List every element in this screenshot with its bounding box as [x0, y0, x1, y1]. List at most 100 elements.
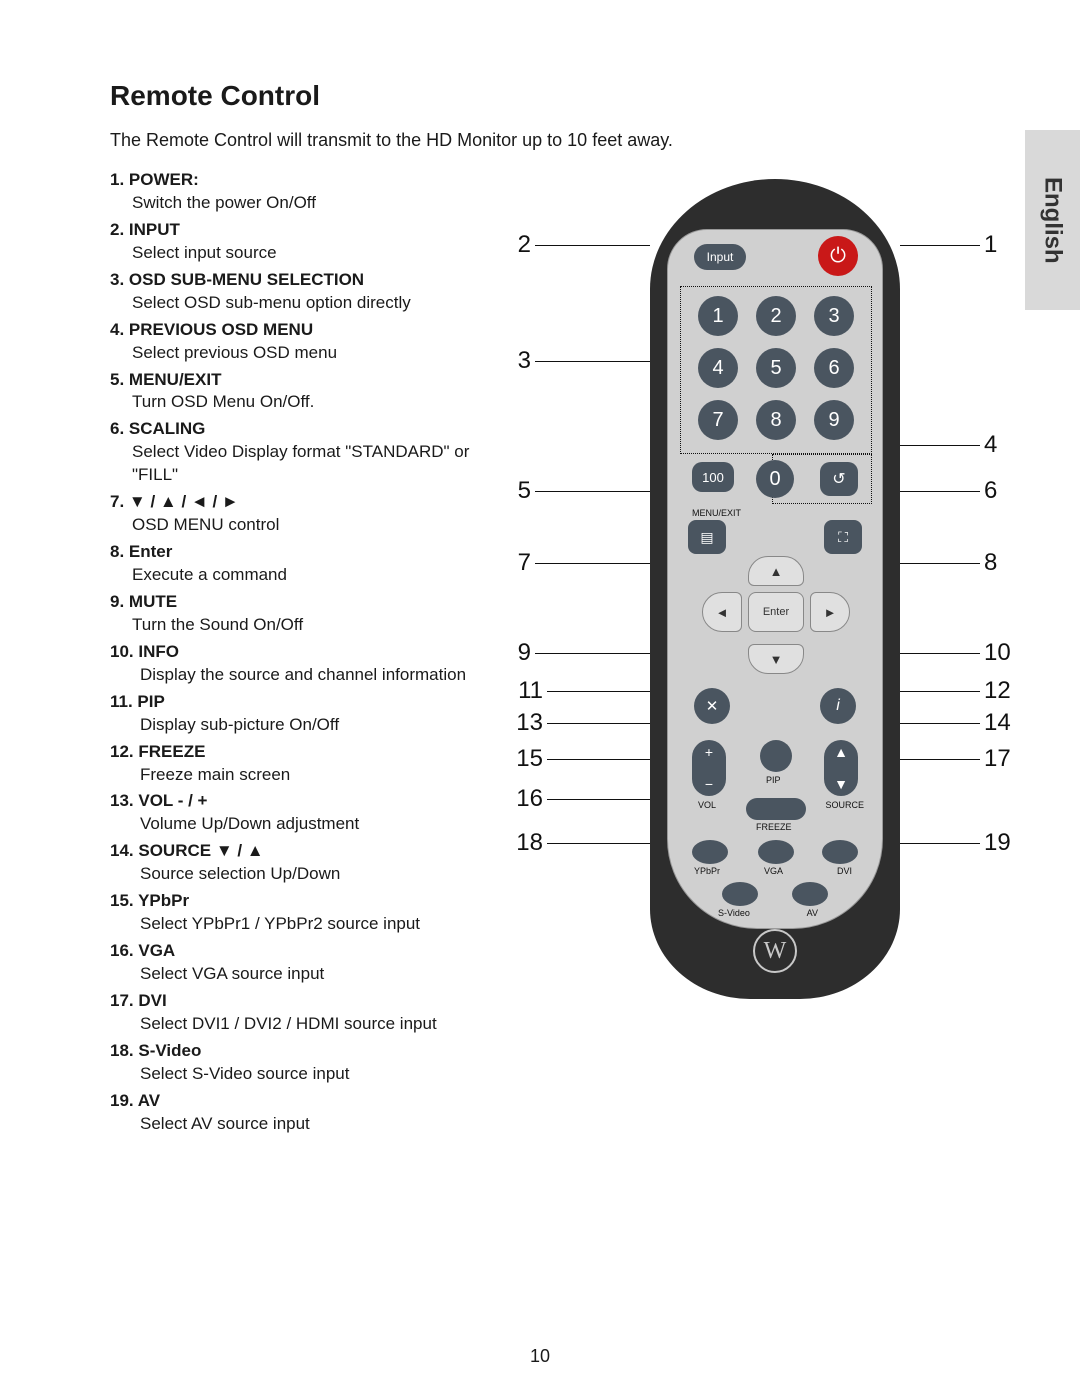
page-title: Remote Control — [110, 80, 1000, 112]
language-tab: English — [1025, 130, 1080, 310]
menu-button: ▤ — [688, 520, 726, 554]
callout-1: 1 — [900, 231, 1020, 259]
feature-item: 4. PREVIOUS OSD MENUSelect previous OSD … — [110, 319, 490, 365]
item-desc: Select S-Video source input — [110, 1063, 490, 1086]
ypbpr-button — [692, 840, 728, 864]
power-button: ⏻ — [818, 236, 858, 276]
item-title: INFO — [138, 642, 179, 661]
feature-item: 10. INFODisplay the source and channel i… — [110, 641, 490, 687]
item-title: AV — [138, 1091, 160, 1110]
item-title: DVI — [138, 991, 166, 1010]
enter-button: Enter — [748, 592, 804, 632]
item-title: OSD SUB-MENU SELECTION — [129, 270, 364, 289]
item-number: 12. — [110, 742, 138, 761]
hundred-button: 100 — [692, 462, 734, 492]
item-number: 11. — [110, 692, 137, 711]
vga-label: VGA — [764, 866, 783, 876]
item-number: 8. — [110, 542, 129, 561]
item-number: 5. — [110, 370, 129, 389]
vga-button — [758, 840, 794, 864]
dpad-right: ► — [810, 592, 850, 632]
svideo-button — [722, 882, 758, 906]
pip-button — [760, 740, 792, 772]
item-number: 1. — [110, 170, 129, 189]
item-title: POWER: — [129, 170, 199, 189]
num-6: 6 — [814, 348, 854, 388]
item-number: 19. — [110, 1091, 138, 1110]
callout-14: 14 — [900, 709, 1020, 737]
dpad-left: ◄ — [702, 592, 742, 632]
item-number: 2. — [110, 220, 129, 239]
item-desc: Switch the power On/Off — [110, 192, 490, 215]
item-desc: Select input source — [110, 242, 490, 265]
feature-item: 9. MUTE Turn the Sound On/Off — [110, 591, 490, 637]
feature-item: 13. VOL - / + Volume Up/Down adjustment — [110, 790, 490, 836]
num-7: 7 — [698, 400, 738, 440]
item-desc: Turn the Sound On/Off — [110, 614, 490, 637]
callout-6: 6 — [900, 477, 1020, 505]
feature-item: 18. S-VideoSelect S-Video source input — [110, 1040, 490, 1086]
callout-15: 15 — [510, 745, 650, 773]
item-number: 13. — [110, 791, 138, 810]
feature-item: 2. INPUT Select input source — [110, 219, 490, 265]
item-title: SOURCE ▼ / ▲ — [138, 841, 263, 860]
remote-body: Input ⏻ 100 0 ↺ MENU/EXIT ▤ ⛶ ▲ — [650, 179, 900, 999]
feature-item: 5. MENU/EXITTurn OSD Menu On/Off. — [110, 369, 490, 415]
vol-rocker: +− — [692, 740, 726, 796]
pip-label: PIP — [766, 775, 781, 785]
item-title: PIP — [137, 692, 164, 711]
item-desc: Select OSD sub-menu option directly — [110, 292, 490, 315]
callout-9: 9 — [510, 639, 650, 667]
callout-7: 7 — [510, 549, 650, 577]
vol-label: VOL — [698, 800, 716, 810]
item-title: ▼ / ▲ / ◄ / ► — [129, 492, 239, 511]
callout-12: 12 — [900, 677, 1020, 705]
item-title: SCALING — [129, 419, 206, 438]
source-label: SOURCE — [825, 800, 864, 810]
callout-19: 19 — [900, 829, 1020, 857]
item-title: MENU/EXIT — [129, 370, 222, 389]
callout-4: 4 — [900, 431, 1020, 459]
item-desc: Select Video Display format "STANDARD" o… — [110, 441, 490, 487]
num-5: 5 — [756, 348, 796, 388]
item-desc: Execute a command — [110, 564, 490, 587]
svideo-label: S-Video — [718, 908, 750, 918]
feature-item: 14. SOURCE ▼ / ▲Source selection Up/Down — [110, 840, 490, 886]
item-title: MUTE — [129, 592, 177, 611]
callout-13: 13 — [510, 709, 650, 737]
callout-17: 17 — [900, 745, 1020, 773]
item-desc: Freeze main screen — [110, 764, 490, 787]
item-desc: Volume Up/Down adjustment — [110, 813, 490, 836]
item-number: 9. — [110, 592, 129, 611]
feature-item: 17. DVISelect DVI1 / DVI2 / HDMI source … — [110, 990, 490, 1036]
remote-face: Input ⏻ 100 0 ↺ MENU/EXIT ▤ ⛶ ▲ — [667, 229, 883, 929]
av-button — [792, 882, 828, 906]
callout-10: 10 — [900, 639, 1020, 667]
item-number: 6. — [110, 419, 129, 438]
brand-logo: W — [753, 929, 797, 973]
dvi-label: DVI — [837, 866, 852, 876]
callout-3: 3 — [510, 347, 650, 375]
feature-item: 16. VGASelect VGA source input — [110, 940, 490, 986]
item-number: 16. — [110, 941, 138, 960]
input-button: Input — [694, 244, 746, 270]
item-title: INPUT — [129, 220, 180, 239]
menu-exit-label: MENU/EXIT — [692, 508, 741, 518]
item-desc: Source selection Up/Down — [110, 863, 490, 886]
item-desc: Select DVI1 / DVI2 / HDMI source input — [110, 1013, 490, 1036]
feature-item: 15. YPbPrSelect YPbPr1 / YPbPr2 source i… — [110, 890, 490, 936]
callout-18: 18 — [510, 829, 650, 857]
item-number: 7. — [110, 492, 129, 511]
item-desc: Select VGA source input — [110, 963, 490, 986]
num-3: 3 — [814, 296, 854, 336]
callout-16: 16 — [510, 785, 650, 813]
callout-11: 11 — [510, 677, 650, 705]
num-0: 0 — [756, 460, 794, 498]
item-title: S-Video — [138, 1041, 201, 1060]
num-2: 2 — [756, 296, 796, 336]
item-title: VOL - / + — [138, 791, 207, 810]
mute-button: ✕ — [694, 688, 730, 724]
item-number: 10. — [110, 642, 138, 661]
callout-5: 5 — [510, 477, 650, 505]
item-number: 4. — [110, 320, 129, 339]
